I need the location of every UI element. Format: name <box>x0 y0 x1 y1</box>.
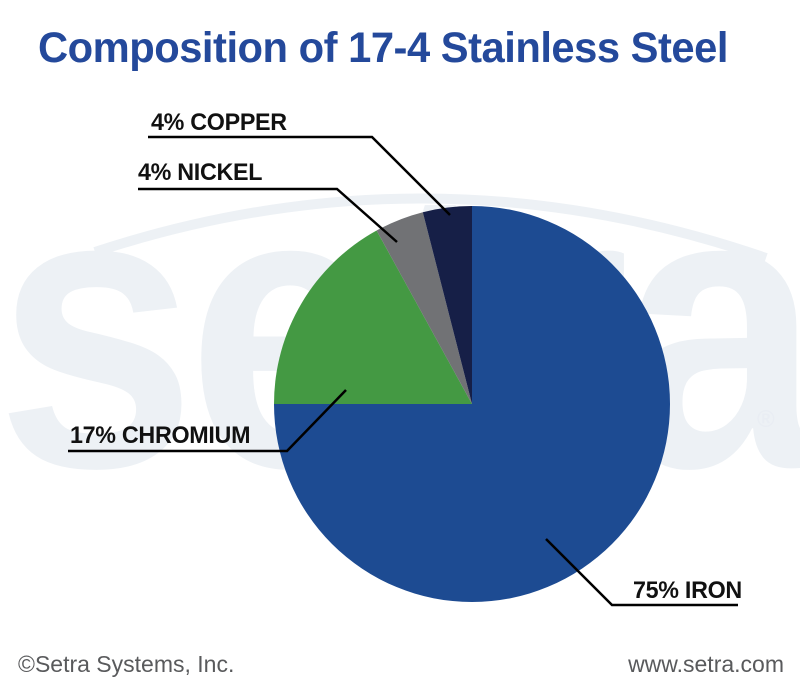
leader-line-iron <box>545 538 738 607</box>
label-nickel: 4% NICKEL <box>138 159 263 186</box>
pie-chart <box>274 206 670 602</box>
leader-line-chromium <box>68 389 347 453</box>
leader-line-copper <box>148 135 451 216</box>
copyright-text: ©Setra Systems, Inc. <box>18 651 235 677</box>
website-url: www.setra.com <box>628 651 784 677</box>
pie-slice-copper <box>422 206 472 404</box>
pie-slice-nickel <box>376 212 472 404</box>
page-title: Composition of 17-4 Stainless Steel <box>38 24 728 72</box>
pie-slice-chromium <box>274 230 472 404</box>
label-iron: 75% IRON <box>633 577 742 604</box>
label-copper: 4% COPPER <box>151 109 287 136</box>
label-chromium: 17% CHROMIUM <box>70 422 251 449</box>
registered-trademark-icon: ® <box>757 406 775 433</box>
leader-line-nickel <box>138 187 398 243</box>
